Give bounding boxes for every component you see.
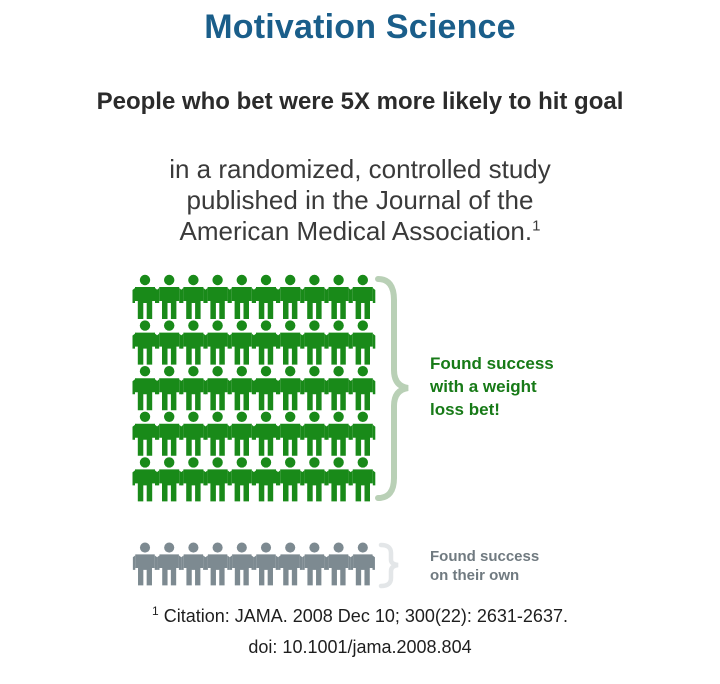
page-title: Motivation Science (204, 8, 516, 46)
person-icon (229, 320, 255, 365)
label-line: with a weight (430, 377, 537, 396)
label-line: Found success (430, 354, 554, 373)
person-icon (278, 542, 303, 586)
person-icon (229, 274, 255, 319)
person-icon (205, 320, 231, 365)
person-icon (156, 411, 182, 456)
person-icon (156, 457, 182, 502)
own-group-label: Found success on their own (430, 547, 630, 585)
person-icon (229, 411, 255, 456)
person-icon (326, 411, 352, 456)
person-icon (301, 457, 327, 502)
person-icon (253, 320, 279, 365)
citation-marker: 1 (152, 604, 159, 618)
person-icon (277, 320, 303, 365)
label-line: on their own (430, 567, 520, 584)
person-icon (132, 457, 158, 502)
person-icon (253, 457, 279, 502)
person-icon (253, 542, 279, 586)
person-icon (180, 274, 206, 319)
person-icon (156, 274, 182, 319)
person-icon (350, 542, 375, 586)
bet-group-label: Found success with a weight loss bet! (430, 352, 630, 421)
person-icon (350, 366, 376, 411)
person-icon (132, 320, 158, 365)
person-icon (205, 274, 231, 319)
person-icon (205, 411, 231, 456)
person-icon (205, 542, 230, 586)
person-icon (253, 274, 279, 319)
study-line-text: American Medical Association. (179, 216, 533, 246)
person-icon (326, 274, 352, 319)
study-description: in a randomized, controlled study publis… (0, 154, 720, 247)
person-icon (205, 366, 231, 411)
person-icon (277, 274, 303, 319)
person-icon (277, 366, 303, 411)
person-icon (180, 320, 206, 365)
person-icon (350, 274, 376, 319)
citation-text: Citation: JAMA. 2008 Dec 10; 300(22): 26… (163, 606, 568, 626)
person-icon (301, 411, 327, 456)
person-icon (132, 366, 158, 411)
label-line: Found success (430, 548, 540, 565)
person-icon (277, 411, 303, 456)
study-line: published in the Journal of the (0, 185, 720, 216)
citation-doi: doi: 10.1001/jama.2008.804 (248, 637, 472, 657)
person-icon (205, 457, 231, 502)
label-line: loss bet! (430, 400, 500, 419)
person-icon (180, 457, 206, 502)
brace-bet-group (375, 276, 409, 501)
person-icon (350, 457, 376, 502)
person-icon (180, 411, 206, 456)
person-icon (181, 542, 206, 586)
person-icon (302, 542, 327, 586)
person-icon (301, 366, 327, 411)
person-icon (229, 366, 255, 411)
person-icon (156, 366, 182, 411)
person-icon (156, 320, 182, 365)
person-icon (229, 457, 255, 502)
person-icon (301, 320, 327, 365)
person-icon (132, 274, 158, 319)
person-icon (277, 457, 303, 502)
headline: People who bet were 5X more likely to hi… (96, 88, 624, 115)
study-line-text: published in the Journal of the (186, 185, 534, 215)
footnote-marker: 1 (532, 217, 541, 235)
person-icon (180, 366, 206, 411)
person-icon (253, 411, 279, 456)
person-icon (157, 542, 182, 586)
person-icon (132, 411, 158, 456)
person-icon (350, 320, 376, 365)
citation-line: 1 Citation: JAMA. 2008 Dec 10; 300(22): … (0, 601, 720, 632)
citation: 1 Citation: JAMA. 2008 Dec 10; 300(22): … (0, 601, 720, 663)
person-icon (326, 542, 351, 586)
brace-own-group (378, 542, 399, 589)
person-icon (132, 542, 158, 586)
person-icon (350, 411, 376, 456)
person-icon (229, 542, 254, 586)
person-icon (326, 457, 352, 502)
study-line: in a randomized, controlled study (169, 154, 551, 184)
own-group-pictogram (132, 542, 375, 586)
study-line: American Medical Association.1 (0, 216, 720, 247)
bet-group-pictogram (132, 274, 376, 502)
person-icon (253, 366, 279, 411)
person-icon (326, 366, 352, 411)
person-icon (326, 320, 352, 365)
person-icon (301, 274, 327, 319)
